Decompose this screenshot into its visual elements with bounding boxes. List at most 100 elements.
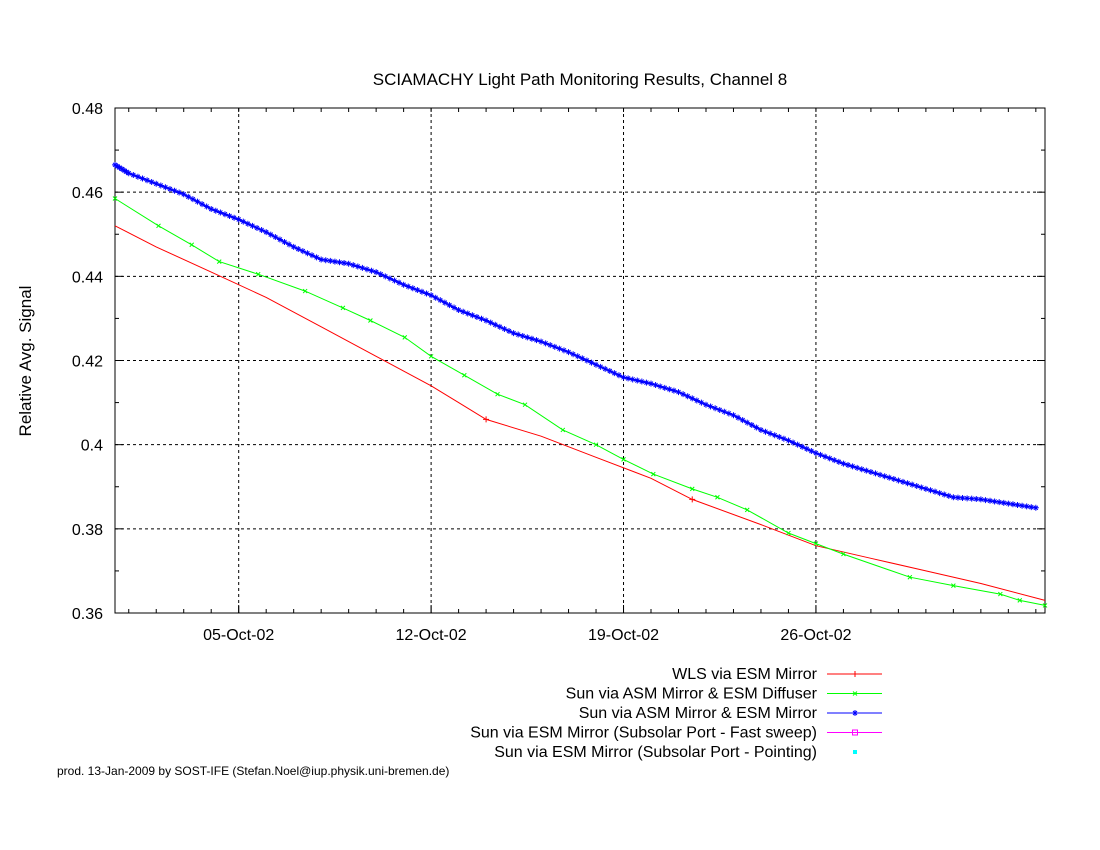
data-point: [997, 591, 1003, 597]
data-point: [716, 406, 723, 413]
data-point: [139, 175, 146, 182]
data-point: [1009, 501, 1016, 508]
data-point: [951, 583, 956, 588]
data-point: [757, 426, 764, 433]
data-point: [913, 483, 920, 490]
data-point: [368, 267, 375, 274]
data-point: [327, 257, 334, 264]
data-point: [904, 480, 911, 487]
data-point: [556, 345, 563, 352]
series-0: [114, 225, 1046, 601]
data-point: [977, 496, 984, 503]
data-point: [396, 279, 403, 286]
data-point: [267, 231, 274, 238]
data-point: [964, 495, 971, 502]
data-point: [932, 488, 939, 495]
data-point: [460, 308, 467, 315]
data-point: [909, 481, 916, 488]
data-point: [735, 414, 742, 421]
data-point: [982, 497, 989, 504]
data-point: [144, 177, 151, 184]
data-point: [495, 391, 500, 397]
data-point: [835, 458, 842, 465]
data-point: [748, 422, 755, 429]
data-point: [157, 182, 164, 189]
data-point: [634, 377, 641, 384]
data-point: [936, 490, 943, 497]
data-point: [148, 178, 155, 185]
data-point: [602, 365, 609, 372]
data-point: [822, 453, 829, 460]
data-point: [817, 451, 824, 458]
data-point: [304, 250, 311, 257]
data-point: [886, 474, 893, 481]
legend-label: Sun via ASM Mirror & ESM Mirror: [579, 705, 818, 722]
data-point: [112, 196, 118, 201]
legend-swatch-marker: [852, 691, 858, 696]
data-point: [863, 467, 870, 474]
data-point: [446, 302, 453, 309]
data-point: [1017, 598, 1023, 603]
data-point: [451, 304, 458, 311]
data-point: [382, 273, 389, 280]
data-point: [487, 319, 494, 326]
data-point: [123, 168, 130, 175]
data-point: [405, 283, 412, 290]
data-point: [263, 229, 270, 236]
data-point: [670, 387, 677, 394]
data-point: [244, 220, 251, 227]
data-point: [744, 419, 751, 426]
data-point: [858, 466, 865, 473]
data-point: [528, 335, 535, 342]
data-point: [941, 491, 948, 498]
data-point: [176, 189, 183, 196]
y-axis-label: Relative Avg. Signal: [16, 286, 35, 437]
data-point: [725, 410, 732, 417]
legend-swatch-marker: [852, 729, 858, 736]
data-point: [785, 437, 792, 444]
data-point: [693, 397, 700, 404]
data-point: [1028, 504, 1035, 511]
data-point: [373, 269, 380, 276]
data-point: [483, 416, 490, 423]
data-point: [826, 455, 833, 462]
data-point: [318, 256, 325, 263]
data-point: [171, 187, 178, 194]
data-point: [597, 363, 604, 370]
data-point: [790, 439, 797, 446]
data-point: [593, 361, 600, 368]
y-tick-label: 0.42: [72, 354, 103, 371]
data-point: [281, 238, 288, 245]
data-point: [1005, 500, 1012, 507]
data-point: [689, 395, 696, 402]
data-point: [255, 271, 261, 277]
data-point: [638, 378, 645, 385]
data-point: [156, 223, 161, 229]
data-point: [712, 405, 719, 412]
series-1: [112, 196, 1048, 608]
data-point: [744, 507, 750, 513]
data-point: [203, 203, 210, 210]
legend-label: Sun via ASM Mirror & ESM Diffuser: [566, 686, 818, 703]
x-tick-label: 12-Oct-02: [396, 627, 467, 644]
data-point: [501, 325, 508, 332]
data-point: [611, 370, 618, 377]
legend-swatch-marker: [853, 750, 857, 754]
data-point: [840, 460, 847, 467]
data-point: [249, 222, 256, 229]
series-line: [114, 164, 1036, 509]
data-point: [162, 184, 169, 191]
data-point: [927, 487, 934, 494]
data-point: [583, 357, 590, 364]
data-point: [473, 314, 480, 321]
data-point: [368, 318, 373, 323]
data-point: [996, 499, 1003, 506]
data-point: [1023, 503, 1030, 510]
y-tick-label: 0.46: [72, 185, 103, 202]
data-point: [593, 442, 599, 448]
data-point: [437, 297, 444, 304]
data-point: [414, 287, 421, 294]
data-point: [391, 277, 398, 284]
data-point: [290, 243, 297, 250]
x-tick-label: 05-Oct-02: [203, 627, 274, 644]
